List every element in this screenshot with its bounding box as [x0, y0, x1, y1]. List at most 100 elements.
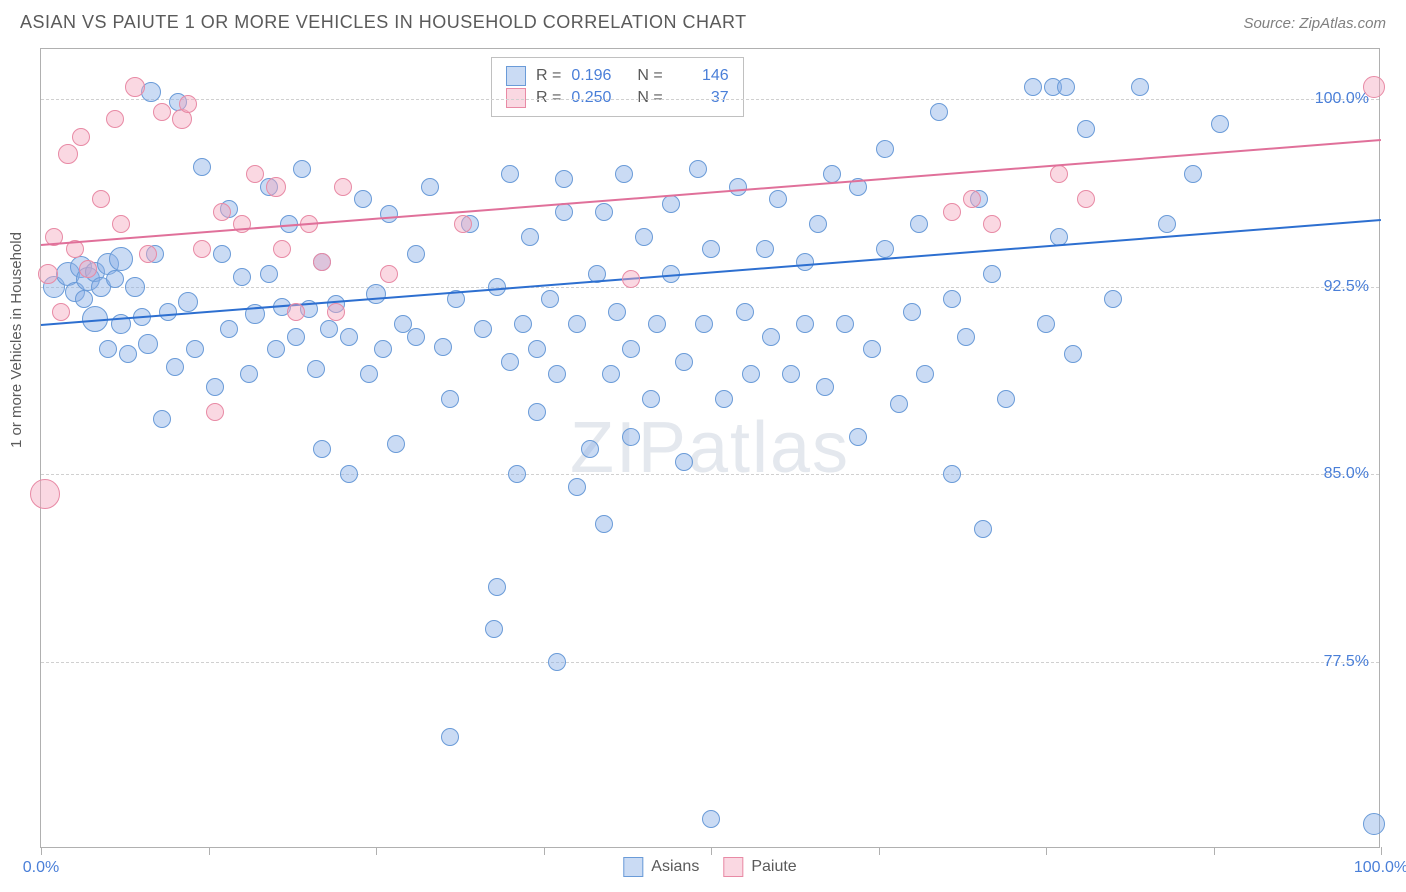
chart-title: ASIAN VS PAIUTE 1 OR MORE VEHICLES IN HO…: [20, 12, 747, 33]
scatter-point: [910, 215, 928, 233]
scatter-point: [52, 303, 70, 321]
scatter-point: [320, 320, 338, 338]
scatter-point: [267, 340, 285, 358]
chart-plot-area: ZIPatlas R =0.196N =146R =0.250N =37 Asi…: [40, 48, 1380, 848]
gridline: [41, 474, 1379, 475]
scatter-point: [125, 277, 145, 297]
x-tick: [711, 847, 712, 855]
scatter-point: [702, 240, 720, 258]
scatter-point: [930, 103, 948, 121]
scatter-point: [153, 410, 171, 428]
scatter-point: [642, 390, 660, 408]
scatter-point: [273, 240, 291, 258]
y-tick-label: 92.5%: [1324, 278, 1369, 296]
scatter-point: [1077, 120, 1095, 138]
scatter-point: [366, 284, 386, 304]
scatter-point: [1064, 345, 1082, 363]
scatter-point: [816, 378, 834, 396]
scatter-point: [125, 77, 145, 97]
scatter-point: [186, 340, 204, 358]
scatter-point: [635, 228, 653, 246]
scatter-point: [963, 190, 981, 208]
scatter-point: [555, 170, 573, 188]
scatter-point: [675, 353, 693, 371]
scatter-point: [823, 165, 841, 183]
x-tick: [1046, 847, 1047, 855]
scatter-point: [340, 465, 358, 483]
scatter-point: [360, 365, 378, 383]
scatter-point: [602, 365, 620, 383]
legend-r-label: R =: [536, 89, 561, 107]
legend-row: R =0.250N =37: [506, 88, 729, 108]
x-tick: [376, 847, 377, 855]
scatter-point: [313, 253, 331, 271]
scatter-point: [266, 177, 286, 197]
x-tick: [1214, 847, 1215, 855]
scatter-point: [521, 228, 539, 246]
scatter-point: [75, 290, 93, 308]
y-tick-label: 85.0%: [1324, 465, 1369, 483]
scatter-point: [514, 315, 532, 333]
scatter-point: [112, 215, 130, 233]
legend-row: R =0.196N =146: [506, 66, 729, 86]
x-tick: [1381, 847, 1382, 855]
scatter-point: [702, 810, 720, 828]
x-tick: [879, 847, 880, 855]
scatter-point: [890, 395, 908, 413]
scatter-point: [287, 303, 305, 321]
x-tick: [41, 847, 42, 855]
scatter-point: [615, 165, 633, 183]
scatter-point: [193, 240, 211, 258]
scatter-point: [38, 264, 58, 284]
legend-n-value: 37: [673, 89, 729, 107]
scatter-point: [454, 215, 472, 233]
scatter-point: [485, 620, 503, 638]
scatter-point: [957, 328, 975, 346]
series-legend: AsiansPaiute: [623, 857, 796, 877]
scatter-point: [729, 178, 747, 196]
scatter-point: [1077, 190, 1095, 208]
scatter-point: [622, 270, 640, 288]
scatter-point: [1184, 165, 1202, 183]
gridline: [41, 662, 1379, 663]
x-tick: [544, 847, 545, 855]
scatter-point: [1211, 115, 1229, 133]
scatter-point: [307, 360, 325, 378]
scatter-point: [943, 465, 961, 483]
scatter-point: [1363, 76, 1385, 98]
scatter-point: [916, 365, 934, 383]
scatter-point: [139, 245, 157, 263]
scatter-point: [260, 265, 278, 283]
scatter-point: [327, 303, 345, 321]
scatter-point: [313, 440, 331, 458]
scatter-point: [407, 245, 425, 263]
scatter-point: [756, 240, 774, 258]
scatter-point: [119, 345, 137, 363]
scatter-point: [689, 160, 707, 178]
scatter-point: [528, 340, 546, 358]
scatter-point: [568, 478, 586, 496]
scatter-point: [1104, 290, 1122, 308]
scatter-point: [736, 303, 754, 321]
x-tick-label: 0.0%: [23, 859, 59, 877]
scatter-point: [548, 653, 566, 671]
scatter-point: [380, 265, 398, 283]
scatter-point: [809, 215, 827, 233]
watermark-text: ZIPatlas: [570, 407, 850, 489]
scatter-point: [943, 290, 961, 308]
scatter-point: [548, 365, 566, 383]
scatter-point: [153, 103, 171, 121]
scatter-point: [340, 328, 358, 346]
scatter-point: [974, 520, 992, 538]
scatter-point: [1363, 813, 1385, 835]
scatter-point: [159, 303, 177, 321]
scatter-point: [92, 190, 110, 208]
legend-n-value: 146: [673, 67, 729, 85]
scatter-point: [58, 144, 78, 164]
scatter-point: [213, 245, 231, 263]
scatter-point: [240, 365, 258, 383]
scatter-point: [742, 365, 760, 383]
scatter-point: [488, 578, 506, 596]
scatter-point: [836, 315, 854, 333]
scatter-point: [1057, 78, 1075, 96]
